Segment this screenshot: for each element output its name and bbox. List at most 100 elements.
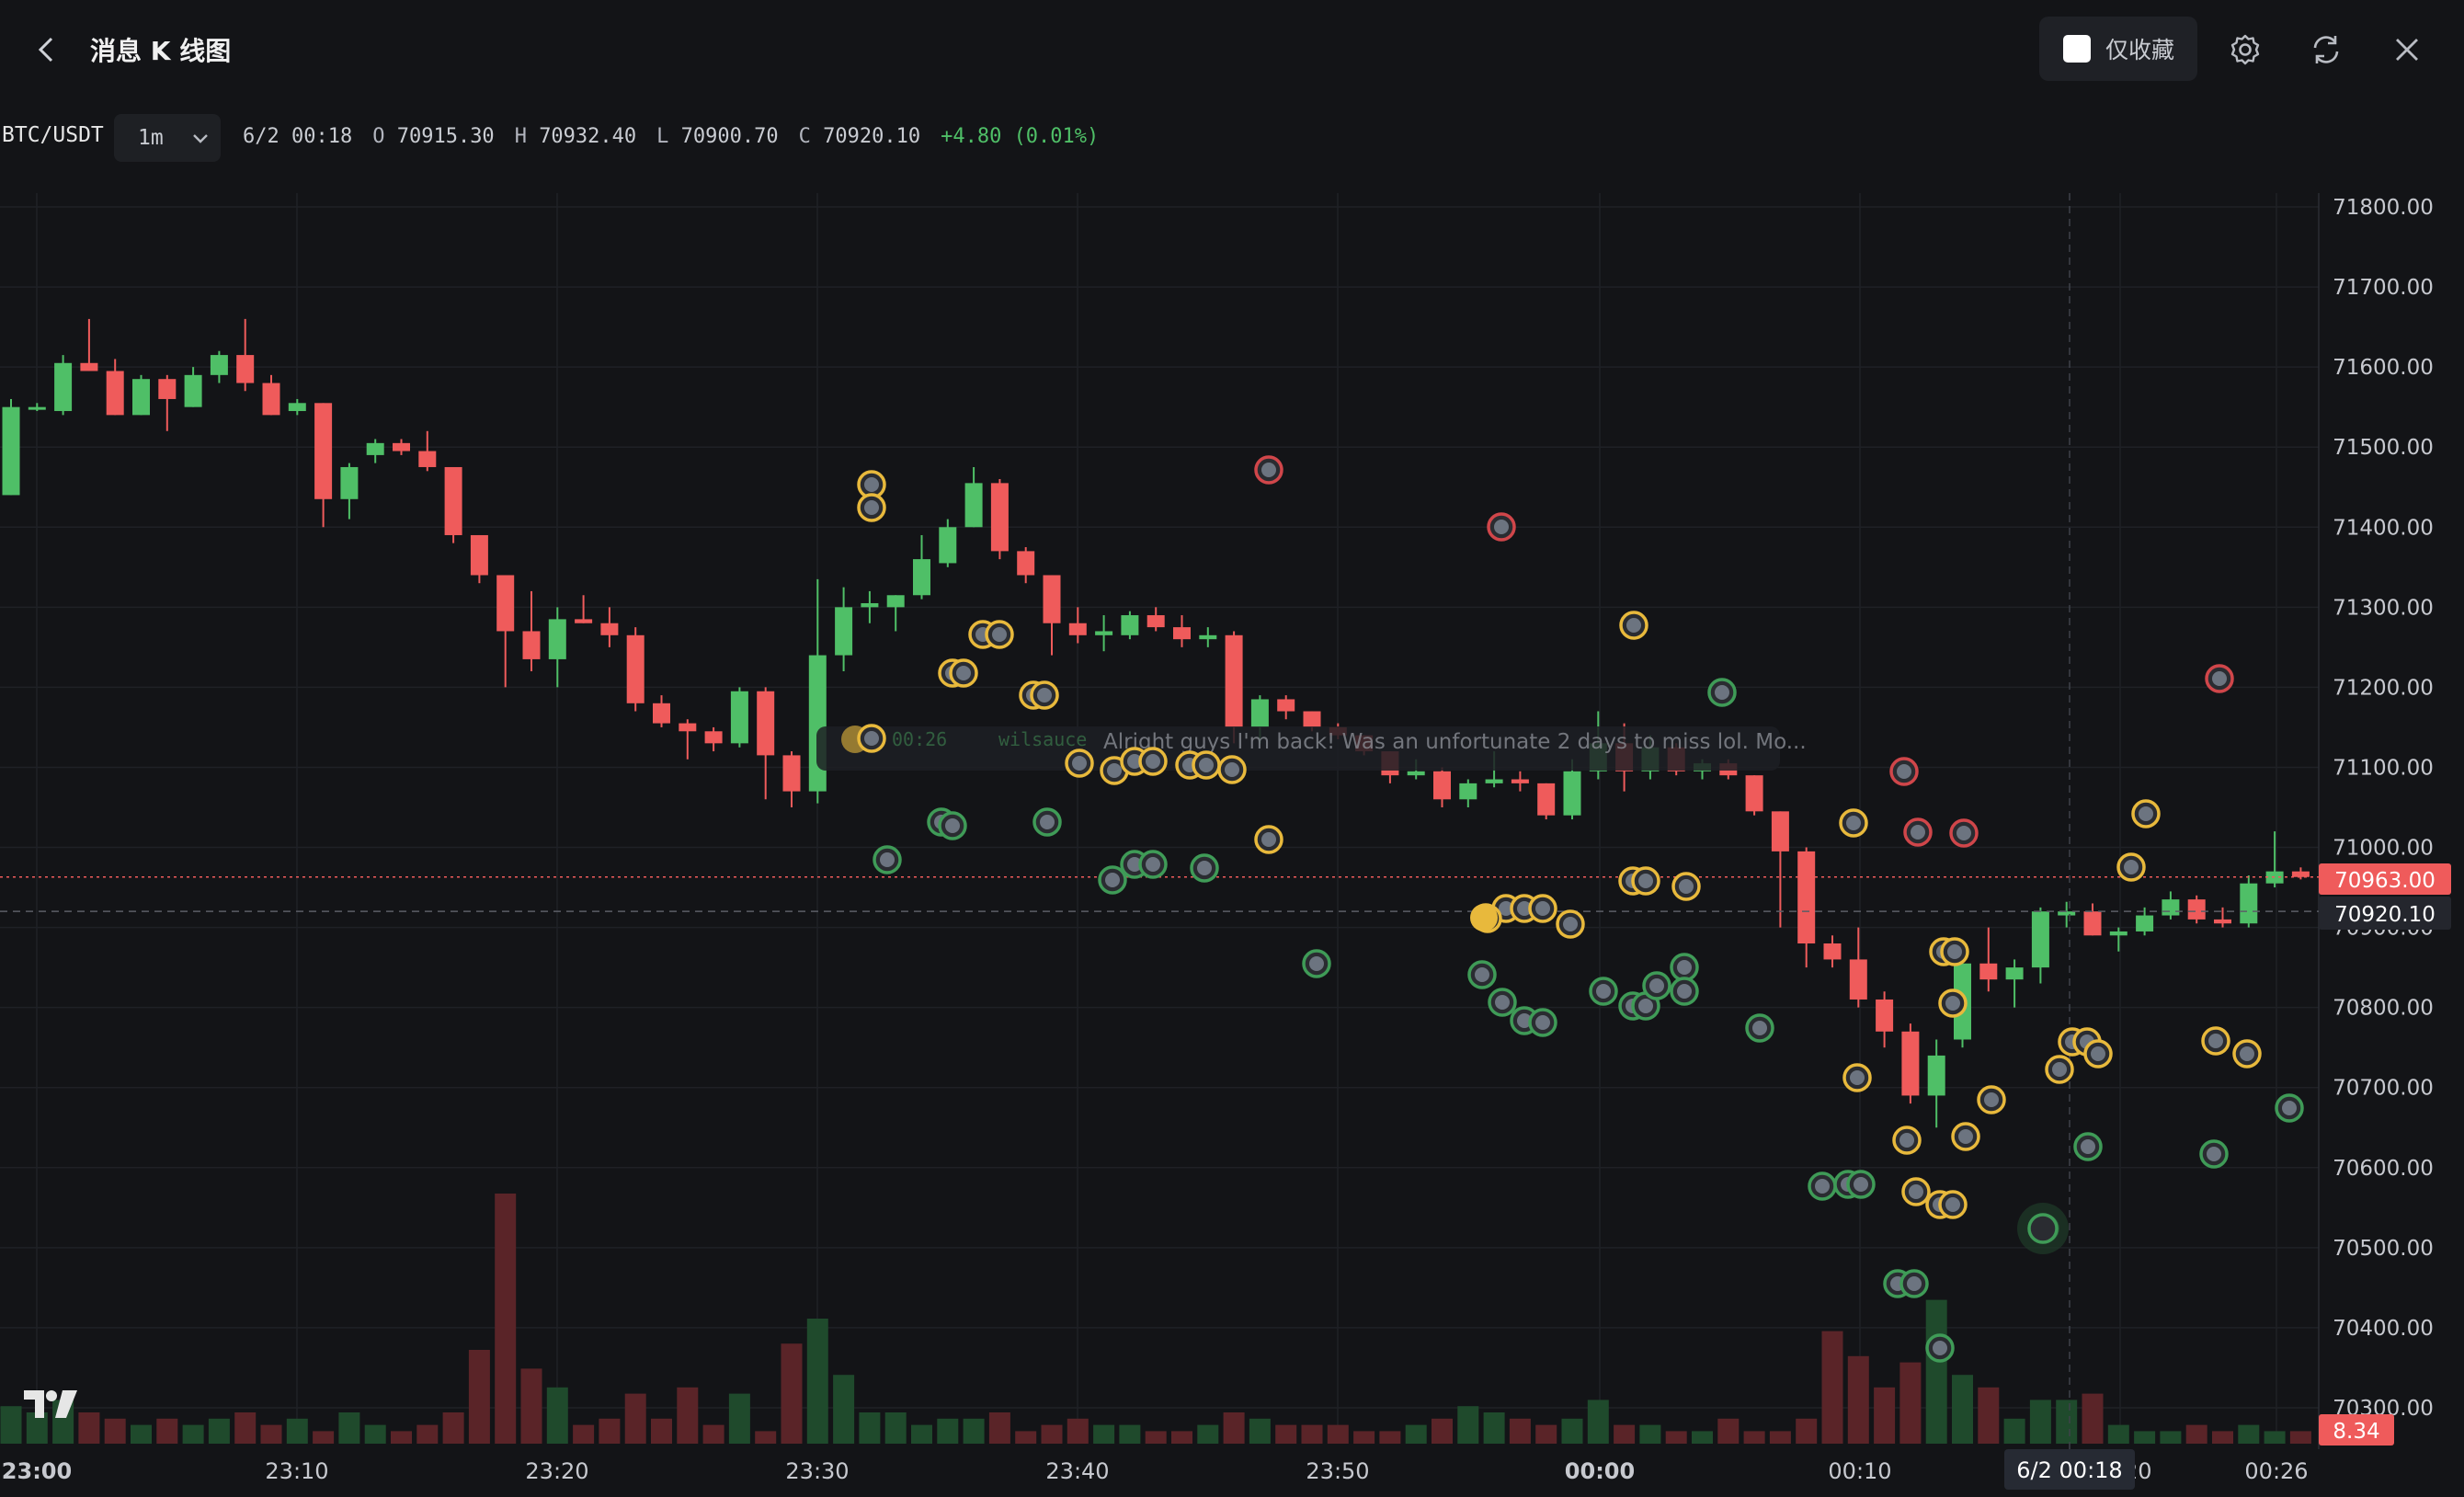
message-bubble[interactable] xyxy=(1951,1122,1980,1151)
message-bubble[interactable] xyxy=(1254,455,1283,485)
message-bubble[interactable] xyxy=(1977,1085,2006,1114)
message-bubble[interactable] xyxy=(1892,1126,1922,1155)
candle xyxy=(2083,903,2102,936)
message-bubble[interactable] xyxy=(1707,678,1737,707)
message-bubble[interactable] xyxy=(1938,1190,1968,1219)
message-bubble[interactable] xyxy=(1217,755,1247,784)
message-bubble[interactable] xyxy=(2201,1026,2230,1056)
volume-bar xyxy=(546,1387,568,1444)
interval-select[interactable]: 1m xyxy=(114,114,221,162)
message-bubble[interactable] xyxy=(1065,748,1094,778)
candle xyxy=(1537,783,1556,820)
message-bubble[interactable] xyxy=(1901,1177,1931,1206)
candle-body xyxy=(886,595,905,608)
message-bubble[interactable] xyxy=(1190,853,1219,883)
message-bubble[interactable] xyxy=(1488,988,1517,1017)
volume-bar xyxy=(1796,1418,1818,1444)
message-bubble[interactable] xyxy=(1899,1269,1929,1298)
message-bubble[interactable] xyxy=(949,658,978,688)
volume-bar xyxy=(1743,1431,1765,1444)
volume-bar xyxy=(0,1406,22,1444)
message-bubble[interactable] xyxy=(1903,817,1933,847)
candle xyxy=(835,587,853,671)
message-bubble-active[interactable] xyxy=(1470,904,1498,931)
favorites-checkbox[interactable] xyxy=(2063,35,2091,63)
message-bubble[interactable] xyxy=(857,493,886,522)
message-bubble[interactable] xyxy=(1619,611,1648,640)
message-bubble[interactable] xyxy=(1745,1013,1774,1043)
message-bubble[interactable] xyxy=(2199,1139,2229,1169)
candle xyxy=(1927,1039,1945,1128)
message-bubble[interactable] xyxy=(1925,1333,1955,1363)
message-bubble[interactable] xyxy=(1670,953,1699,982)
message-bubble[interactable] xyxy=(1842,1063,1872,1092)
message-bubble[interactable] xyxy=(1528,894,1557,923)
message-bubble[interactable] xyxy=(1556,909,1585,939)
message-bubble[interactable] xyxy=(1030,680,1059,710)
price-tick-label: 70700.00 xyxy=(2333,1077,2434,1101)
symbol-label[interactable]: BTC/USDT xyxy=(2,123,104,147)
ohlc-open: 70915.30 xyxy=(396,125,495,148)
back-button[interactable] xyxy=(26,28,66,72)
message-bubble[interactable] xyxy=(1032,807,1062,837)
message-bubble[interactable] xyxy=(1940,937,1969,966)
message-bubble[interactable] xyxy=(2205,664,2234,693)
message-bubble[interactable] xyxy=(1670,977,1699,1006)
message-bubble[interactable] xyxy=(857,724,886,753)
message-bubble[interactable] xyxy=(1467,960,1497,989)
price-tick-label: 71300.00 xyxy=(2333,596,2434,620)
refresh-button[interactable] xyxy=(2304,28,2348,72)
avatar-icon xyxy=(1911,825,1925,840)
message-bubbles xyxy=(857,455,2304,1363)
candle-body xyxy=(861,602,879,608)
message-bubble[interactable] xyxy=(1949,818,1979,848)
candle-body xyxy=(1745,775,1763,812)
ohlc-low-label: L xyxy=(656,125,669,148)
message-bubble[interactable] xyxy=(2083,1039,2113,1068)
close-button[interactable] xyxy=(2385,28,2429,72)
settings-button[interactable] xyxy=(2223,28,2267,72)
message-bubble[interactable] xyxy=(1192,750,1221,780)
message-bubble[interactable] xyxy=(1631,866,1660,896)
message-bubble[interactable] xyxy=(2045,1055,2074,1084)
message-bubble[interactable] xyxy=(1302,949,1331,978)
message-bubble[interactable] xyxy=(873,845,902,874)
volume-bar xyxy=(1249,1418,1271,1444)
message-bubble[interactable] xyxy=(1889,757,1919,786)
message-bubble[interactable] xyxy=(2275,1093,2304,1123)
candle xyxy=(1849,927,1867,1008)
message-tooltip[interactable]: 00:26 wilsauce Alright guys I'm back! Wa… xyxy=(816,726,1807,771)
candle xyxy=(861,590,879,623)
avatar-icon xyxy=(1933,1341,1947,1355)
candle-body xyxy=(444,466,462,535)
volume-bar xyxy=(2212,1431,2233,1444)
avatar-icon xyxy=(1596,984,1611,999)
message-bubble[interactable] xyxy=(1589,977,1618,1006)
volume-bar xyxy=(1432,1418,1453,1444)
message-bubble[interactable] xyxy=(1487,512,1516,542)
avatar-icon xyxy=(1626,618,1641,633)
avatar-icon xyxy=(1907,1276,1922,1291)
message-bubble[interactable] xyxy=(1254,825,1283,854)
message-bubble[interactable] xyxy=(1138,850,1168,879)
candle xyxy=(913,534,930,600)
message-bubble[interactable] xyxy=(1938,988,1968,1018)
message-bubble[interactable] xyxy=(1528,1008,1557,1037)
favorites-only-toggle[interactable]: 仅收藏 xyxy=(2039,17,2197,81)
message-bubble[interactable] xyxy=(938,811,967,840)
message-bubble[interactable] xyxy=(1098,865,1127,895)
message-bubble[interactable] xyxy=(2131,799,2161,828)
message-bubble[interactable] xyxy=(1138,747,1168,776)
avatar-icon xyxy=(2124,860,2139,874)
message-bubble-highlighted[interactable] xyxy=(2017,1203,2069,1254)
message-bubble[interactable] xyxy=(2116,852,2146,882)
message-bubble[interactable] xyxy=(2232,1039,2262,1068)
message-bubble[interactable] xyxy=(1642,971,1671,1000)
message-bubble[interactable] xyxy=(1846,1170,1876,1199)
message-bubble[interactable] xyxy=(1671,872,1701,901)
message-bubble[interactable] xyxy=(1839,808,1868,838)
message-bubble[interactable] xyxy=(1808,1171,1837,1201)
message-bubble[interactable] xyxy=(2073,1132,2103,1161)
message-bubble[interactable] xyxy=(985,620,1014,649)
